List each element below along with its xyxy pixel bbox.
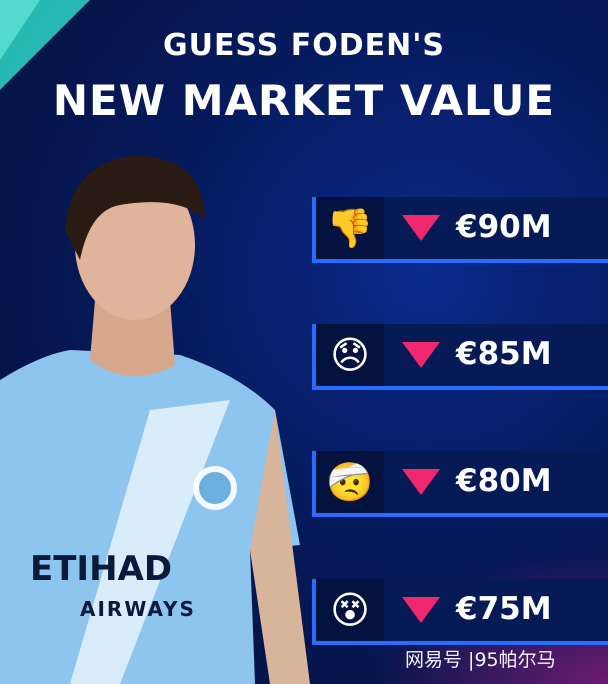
down-arrow-icon (402, 342, 440, 368)
disappointed-face-icon: 😞 (316, 324, 384, 386)
down-arrow-icon (402, 469, 440, 495)
down-arrow-icon (402, 597, 440, 623)
down-arrow-icon (402, 215, 440, 241)
option-price: €80M (456, 463, 552, 499)
watermark: 网易号 |95帕尔马 (405, 649, 556, 671)
title-line-1: GUESS FODEN'S (162, 28, 446, 63)
sponsor-text: ETIHAD (30, 549, 172, 589)
option-90m[interactable]: 👎 €90M (312, 197, 608, 263)
title-line-2: NEW MARKET VALUE (52, 76, 556, 125)
option-85m[interactable]: 😞 €85M (312, 324, 608, 390)
option-80m[interactable]: 🤕 €80M (312, 451, 608, 517)
dizzy-face-icon: 😵 (316, 579, 384, 641)
option-price: €75M (456, 591, 552, 627)
head-bandage-face-icon: 🤕 (316, 451, 384, 513)
option-75m[interactable]: 😵 €75M (312, 579, 608, 645)
corner-decoration (0, 0, 40, 60)
option-price: €90M (456, 209, 552, 245)
option-price: €85M (456, 336, 552, 372)
player-image: ETIHAD AIRWAYS (0, 155, 310, 684)
sponsor-sub-text: AIRWAYS (80, 597, 196, 621)
thumbs-down-icon: 👎 (316, 197, 384, 259)
